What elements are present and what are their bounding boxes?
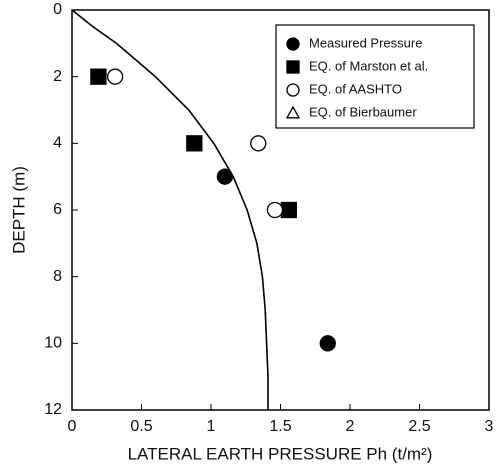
legend-label: EQ. of AASHTO	[309, 81, 402, 96]
data-point	[186, 135, 203, 152]
y-tick-label: 8	[53, 268, 62, 285]
legend-marker	[286, 60, 300, 74]
x-tick-label: 2	[346, 418, 355, 435]
data-point	[319, 335, 336, 352]
y-axis-label: DEPTH (m)	[9, 166, 28, 254]
data-point	[280, 201, 297, 219]
data-point	[250, 135, 267, 152]
data-point	[106, 68, 124, 85]
data-point	[90, 68, 107, 85]
y-tick-label: 12	[44, 401, 62, 418]
legend-marker	[286, 83, 300, 97]
y-tick-label: 0	[53, 1, 62, 18]
data-point	[266, 201, 284, 219]
x-tick-label: 3	[485, 418, 494, 435]
y-tick-label: 4	[53, 135, 62, 152]
legend-label: EQ. of Bierbaumer	[309, 104, 417, 119]
legend-label: Measured Pressure	[309, 35, 422, 50]
x-tick-label: 1	[207, 418, 216, 435]
legend-label: EQ. of Marston et al.	[309, 58, 428, 73]
x-tick-label: 0.5	[130, 418, 152, 435]
x-tick-label: 1.5	[269, 418, 291, 435]
series-line	[71, 9, 269, 410]
legend-marker	[285, 105, 301, 119]
x-tick-label: 2.5	[408, 418, 430, 435]
x-tick-label: 0	[68, 418, 77, 435]
y-tick-label: 6	[53, 201, 62, 218]
x-axis-label: LATERAL EARTH PRESSURE Ph (t/m²)	[128, 444, 433, 463]
y-tick-label: 10	[44, 335, 62, 352]
legend-marker	[286, 37, 300, 51]
legend-box	[275, 24, 475, 129]
y-tick-label: 2	[53, 68, 62, 85]
